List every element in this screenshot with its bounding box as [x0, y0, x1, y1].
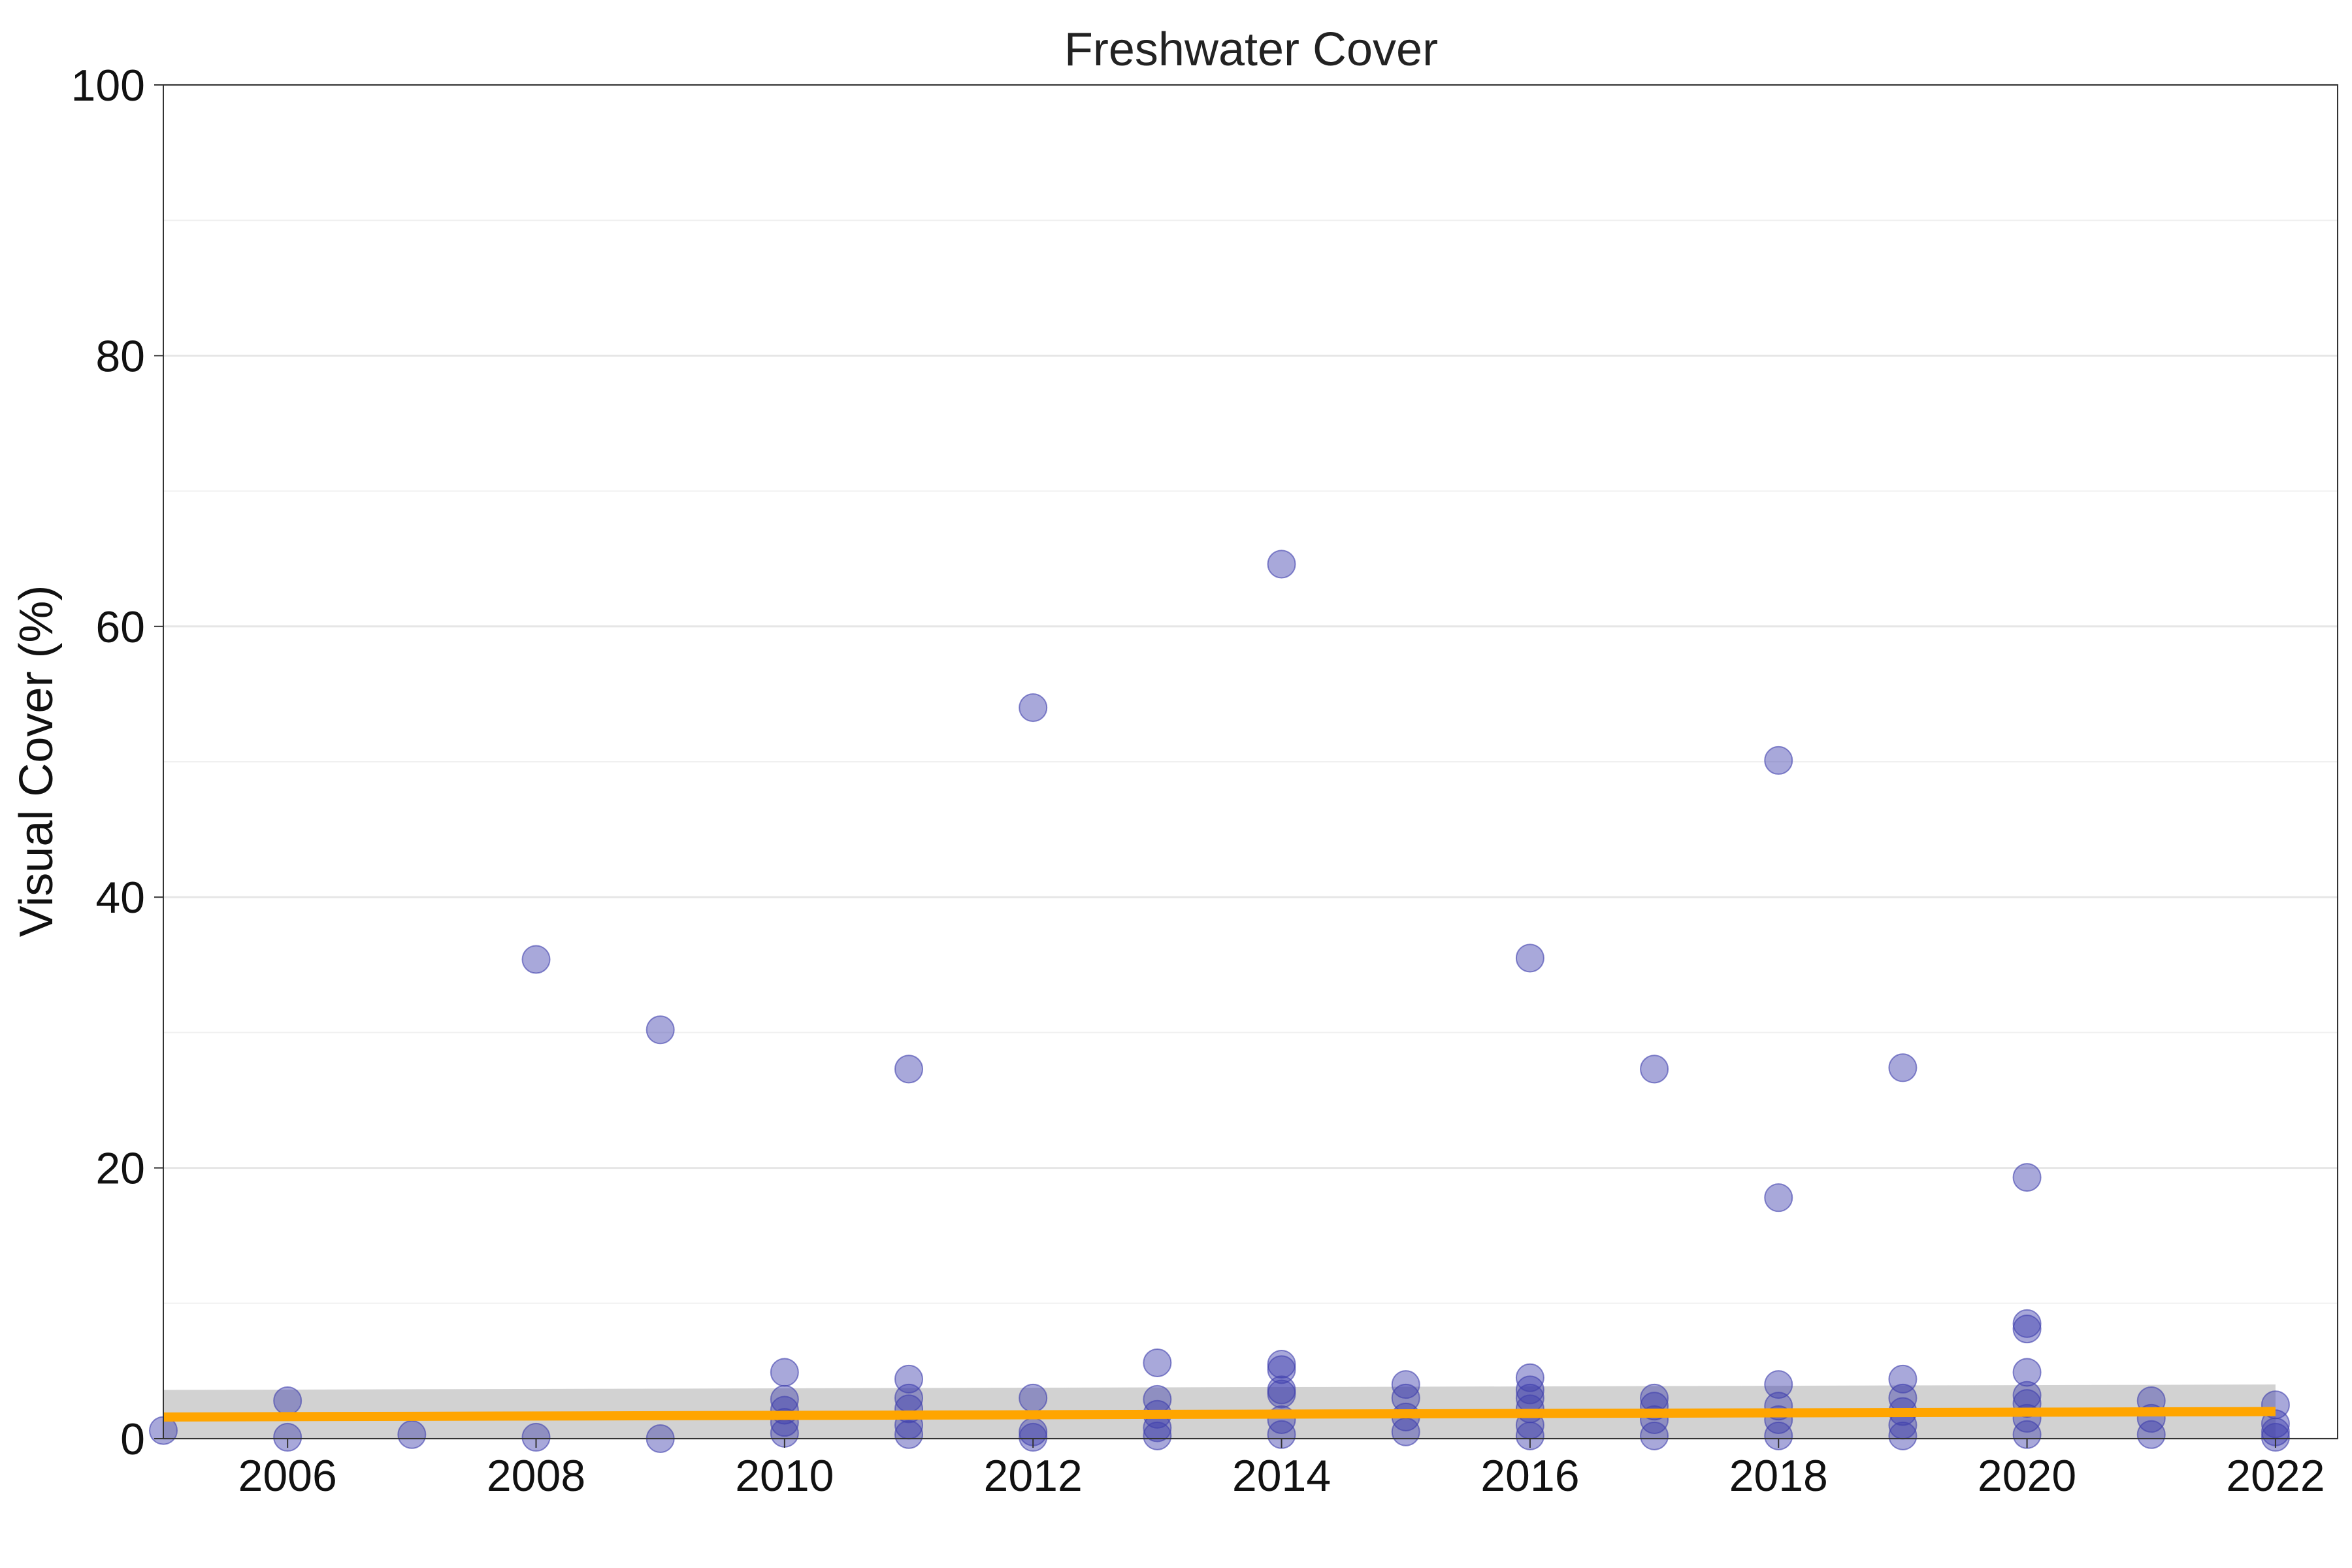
- y-tick-label: 20: [95, 1144, 145, 1194]
- x-tick-label: 2022: [2226, 1451, 2325, 1501]
- y-tick-label: 80: [95, 331, 145, 381]
- data-point: [2261, 1422, 2290, 1452]
- data-point: [1515, 943, 1544, 973]
- y-axis-title: Visual Cover (%): [10, 585, 63, 938]
- data-point: [1019, 1383, 1048, 1413]
- y-tick-label: 0: [120, 1414, 145, 1464]
- data-point: [1391, 1417, 1420, 1446]
- data-point: [273, 1386, 302, 1415]
- y-tick-label: 60: [95, 602, 145, 652]
- x-tick-label: 2014: [1232, 1451, 1331, 1501]
- data-point: [2012, 1315, 2042, 1344]
- data-point: [1143, 1348, 1172, 1377]
- data-point: [2136, 1420, 2166, 1449]
- data-point: [1143, 1421, 1172, 1450]
- data-point: [1267, 1355, 1296, 1384]
- x-tick-label: 2010: [735, 1451, 834, 1501]
- data-point: [1640, 1421, 1669, 1450]
- data-point: [645, 1015, 675, 1045]
- data-points: [149, 549, 2290, 1453]
- data-point: [770, 1358, 799, 1387]
- data-point: [1515, 1363, 1544, 1392]
- y-tick-label: 40: [95, 873, 145, 923]
- data-point: [521, 945, 551, 974]
- plot-frame: [163, 84, 2338, 1439]
- data-point: [273, 1422, 302, 1452]
- trend-line-layer: [163, 1407, 2276, 1422]
- data-point: [1019, 1422, 1048, 1452]
- data-point: [1888, 1421, 1918, 1450]
- x-tick-label: 2020: [1978, 1451, 2076, 1501]
- data-point: [894, 1420, 924, 1449]
- data-point: [1764, 1183, 1793, 1213]
- axis-ticks: 2006 2008 2010 2012 2014 2016 2018 2020 2022 0 20 4…: [71, 61, 2325, 1501]
- data-point: [2012, 1358, 2042, 1387]
- data-point: [1764, 745, 1793, 775]
- chart-title: Freshwater Cover: [1064, 24, 1438, 76]
- x-tick-label: 2018: [1729, 1451, 1828, 1501]
- data-point: [397, 1420, 427, 1449]
- data-point: [1515, 1421, 1544, 1450]
- gridlines: [163, 84, 2338, 1440]
- data-point: [1267, 1379, 1296, 1409]
- data-point: [1888, 1053, 1918, 1083]
- data-point: [1267, 549, 1296, 579]
- data-point: [1267, 1420, 1296, 1449]
- data-point: [1764, 1421, 1793, 1450]
- data-point: [894, 1054, 924, 1084]
- data-point: [2012, 1163, 2042, 1192]
- data-point: [1640, 1054, 1669, 1084]
- x-tick-label: 2016: [1480, 1451, 1579, 1501]
- data-point: [1019, 693, 1048, 723]
- data-point: [521, 1422, 551, 1452]
- x-tick-label: 2008: [487, 1451, 585, 1501]
- data-point: [1764, 1370, 1793, 1399]
- trend-line: [163, 1407, 2276, 1422]
- y-tick-label: 100: [71, 61, 145, 110]
- data-point: [2012, 1420, 2042, 1449]
- x-tick-label: 2006: [238, 1451, 337, 1501]
- x-tick-label: 2012: [984, 1451, 1083, 1501]
